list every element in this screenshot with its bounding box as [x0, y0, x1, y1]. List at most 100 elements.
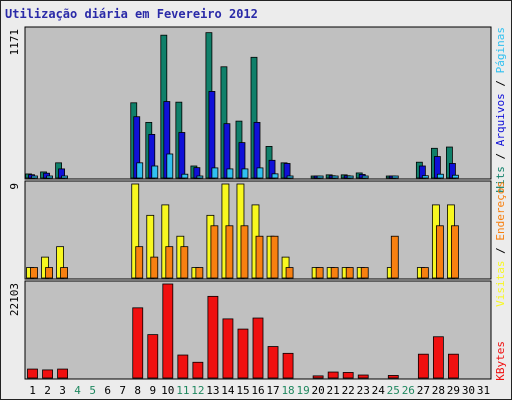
- bar-enderecos-day-12: [196, 268, 203, 278]
- bar-kbytes-day-22: [343, 372, 353, 378]
- bar-kbytes-day-20: [313, 376, 323, 378]
- y-max-label-panel-1: 1171: [8, 29, 21, 56]
- bar-kbytes-day-25: [388, 375, 398, 378]
- bar-enderecos-day-29: [451, 226, 458, 278]
- bar-paginas-day-2: [47, 176, 53, 178]
- bar-enderecos-day-15: [241, 226, 248, 278]
- bar-enderecos-day-13: [211, 226, 218, 278]
- bar-paginas-day-20: [317, 176, 323, 178]
- x-tick-day-4: 4: [74, 384, 81, 397]
- bar-arquivos-day-13: [209, 91, 215, 178]
- panel-3: 22103: [8, 281, 491, 379]
- legend-middle: Visitas / Endereços: [494, 181, 507, 307]
- bar-enderecos-day-17: [271, 236, 278, 278]
- x-tick-day-22: 22: [342, 384, 355, 397]
- bar-kbytes-day-16: [253, 318, 263, 378]
- bar-paginas-day-21: [332, 176, 338, 178]
- x-tick-day-16: 16: [251, 384, 264, 397]
- bar-kbytes-day-3: [58, 369, 68, 378]
- x-tick-day-18: 18: [281, 384, 294, 397]
- x-tick-day-6: 6: [104, 384, 111, 397]
- bar-paginas-day-25: [392, 176, 398, 178]
- legend-separator: /: [494, 73, 507, 93]
- x-tick-day-13: 13: [206, 384, 219, 397]
- bar-enderecos-day-1: [31, 268, 38, 278]
- bar-kbytes-day-8: [133, 308, 143, 378]
- bar-paginas-day-18: [287, 176, 293, 178]
- bar-paginas-day-29: [452, 175, 458, 178]
- bar-kbytes-day-12: [193, 362, 203, 378]
- bar-kbytes-day-23: [358, 375, 368, 378]
- bar-paginas-day-8: [137, 163, 143, 178]
- x-tick-day-29: 29: [447, 384, 460, 397]
- x-tick-day-1: 1: [29, 384, 36, 397]
- x-tick-day-20: 20: [312, 384, 325, 397]
- bar-enderecos-day-28: [436, 226, 443, 278]
- bar-enderecos-day-23: [361, 268, 368, 278]
- legend-item-visitas: Visitas: [494, 260, 507, 306]
- x-tick-day-11: 11: [176, 384, 189, 397]
- bar-kbytes-day-18: [283, 353, 293, 378]
- x-tick-day-31: 31: [477, 384, 490, 397]
- bar-enderecos-day-27: [421, 268, 428, 278]
- bar-paginas-day-9: [152, 166, 158, 178]
- bar-enderecos-day-10: [166, 247, 173, 278]
- bar-enderecos-day-22: [346, 268, 353, 278]
- legend-item-arquivos: Arquivos: [494, 93, 507, 146]
- panel-2: 9: [8, 181, 491, 279]
- x-tick-day-17: 17: [266, 384, 279, 397]
- bar-enderecos-day-8: [136, 247, 143, 278]
- legend-separator: /: [494, 241, 507, 261]
- bar-kbytes-day-17: [268, 347, 278, 378]
- x-tick-day-21: 21: [327, 384, 340, 397]
- bar-enderecos-day-21: [331, 268, 338, 278]
- bar-kbytes-day-21: [328, 372, 338, 378]
- y-max-label-panel-3: 22103: [8, 283, 21, 316]
- x-tick-day-8: 8: [134, 384, 141, 397]
- x-tick-day-14: 14: [221, 384, 235, 397]
- bar-enderecos-day-2: [46, 268, 53, 278]
- bar-kbytes-day-9: [148, 335, 158, 378]
- bar-paginas-day-22: [347, 176, 353, 178]
- x-tick-day-15: 15: [236, 384, 249, 397]
- bar-enderecos-day-16: [256, 236, 263, 278]
- x-tick-day-27: 27: [417, 384, 430, 397]
- bar-paginas-day-27: [422, 176, 428, 178]
- bar-paginas-day-13: [212, 168, 218, 178]
- bar-paginas-day-15: [242, 169, 248, 178]
- legend-item-enderecos: Endereços: [494, 181, 507, 241]
- x-tick-day-2: 2: [44, 384, 51, 397]
- bar-enderecos-day-3: [61, 268, 68, 278]
- x-tick-day-7: 7: [119, 384, 126, 397]
- bar-enderecos-day-14: [226, 226, 233, 278]
- bar-kbytes-day-27: [418, 354, 428, 378]
- x-tick-day-19: 19: [296, 384, 309, 397]
- bar-paginas-day-12: [197, 176, 203, 178]
- bar-arquivos-day-11: [179, 133, 185, 178]
- bar-enderecos-day-9: [151, 257, 158, 278]
- bar-kbytes-day-28: [433, 337, 443, 378]
- legend-item-paginas: Páginas: [494, 27, 507, 73]
- bar-enderecos-day-11: [181, 247, 188, 278]
- x-tick-day-12: 12: [191, 384, 204, 397]
- legend-item-kbytes: KBytes: [494, 341, 507, 381]
- x-tick-day-5: 5: [89, 384, 96, 397]
- bar-kbytes-day-2: [43, 370, 53, 378]
- bar-kbytes-day-10: [163, 284, 173, 378]
- bar-kbytes-day-1: [28, 369, 38, 378]
- y-max-label-panel-2: 9: [8, 183, 21, 190]
- bar-paginas-day-16: [257, 168, 263, 178]
- x-tick-day-9: 9: [149, 384, 156, 397]
- x-tick-day-26: 26: [402, 384, 415, 397]
- bar-enderecos-day-18: [286, 268, 293, 278]
- bar-paginas-day-10: [167, 154, 173, 178]
- bar-paginas-day-23: [362, 176, 368, 178]
- bar-enderecos-day-20: [316, 268, 323, 278]
- x-tick-day-25: 25: [387, 384, 400, 397]
- bar-kbytes-day-29: [448, 354, 458, 378]
- bar-paginas-day-14: [227, 169, 233, 178]
- x-tick-day-23: 23: [357, 384, 370, 397]
- x-tick-day-3: 3: [59, 384, 66, 397]
